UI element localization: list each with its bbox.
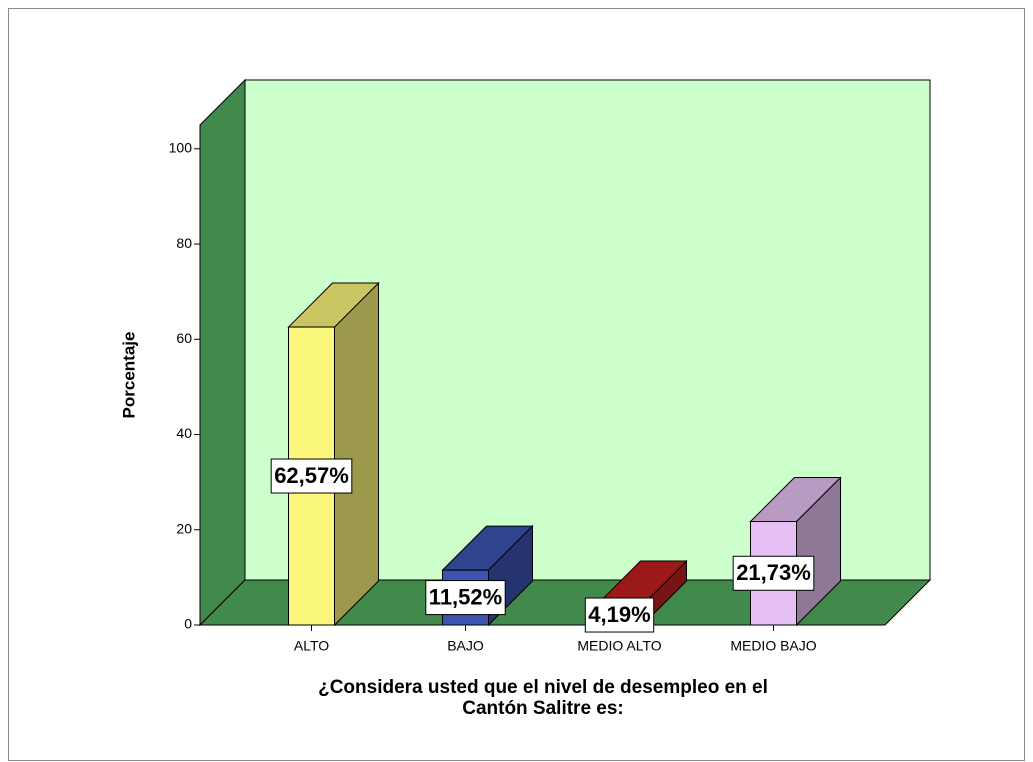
x-tick-label: ALTO (294, 638, 329, 654)
x-tick-label: BAJO (447, 638, 484, 654)
value-label-box (425, 580, 506, 616)
bar-side (334, 281, 379, 627)
value-label: 4,19% (588, 602, 650, 627)
x-tick-label: MEDIO ALTO (577, 638, 661, 654)
x-axis-label: Cantón Salitre es: (462, 698, 624, 719)
y-tick-label: 20 (176, 520, 192, 536)
y-tick-label: 100 (169, 140, 193, 156)
y-tick-label: 0 (184, 616, 192, 632)
floor (198, 579, 932, 626)
y-tick-label: 40 (176, 425, 192, 441)
y-axis-label: Porcentaje (119, 332, 138, 419)
y-tick-label: 80 (176, 235, 192, 251)
x-axis-label: ¿Considera usted que el nivel de desempl… (318, 677, 768, 698)
value-label-box (270, 458, 353, 494)
x-tick-label: MEDIO BAJO (730, 638, 816, 654)
value-label-box (732, 555, 815, 591)
value-label: 62,57% (274, 463, 349, 488)
y-tick-label: 60 (176, 330, 192, 346)
value-label-box (584, 597, 655, 633)
value-label: 21,73% (736, 560, 811, 585)
value-label: 11,52% (429, 584, 502, 609)
side-wall (199, 78, 246, 627)
